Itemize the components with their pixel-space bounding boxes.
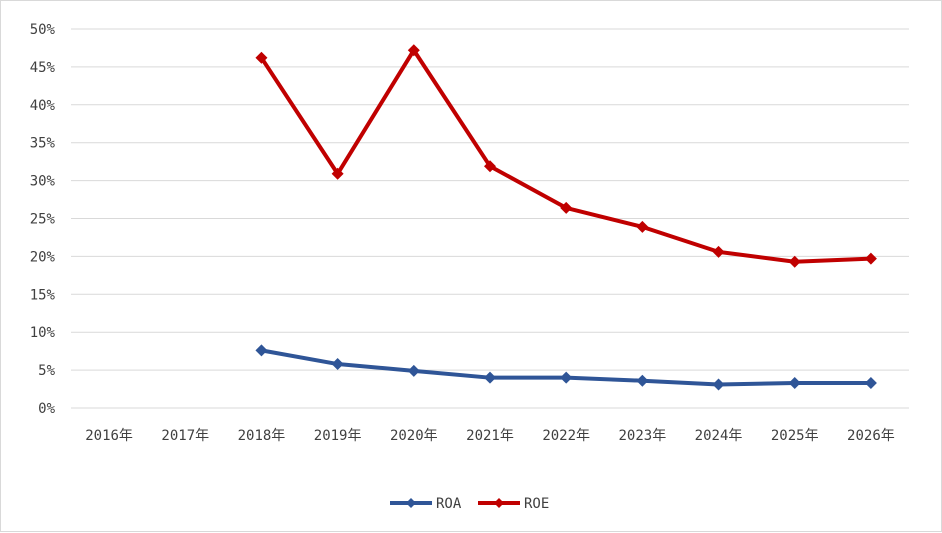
series-group: [255, 44, 877, 391]
y-tick-label: 30%: [30, 174, 56, 190]
roa-point: [712, 378, 725, 391]
y-tick-label: 35%: [30, 136, 56, 152]
x-tick-label: 2018年: [238, 428, 286, 444]
y-tick-label: 25%: [30, 212, 56, 228]
x-tick-label: 2025年: [771, 428, 819, 444]
x-tick-label: 2019年: [314, 428, 362, 444]
roe-point: [484, 160, 496, 173]
roa-point: [484, 371, 496, 384]
roa-point: [407, 364, 420, 377]
x-tick-label: 2020年: [390, 428, 438, 444]
series-roa: [255, 344, 877, 391]
legend-marker-roe: [494, 498, 504, 508]
legend-label-roe: ROE: [524, 496, 549, 512]
roa-point: [864, 376, 877, 389]
y-tick-label: 40%: [30, 98, 56, 114]
series-roe: [255, 44, 877, 268]
roe-point: [255, 51, 268, 64]
y-tick-label: 5%: [38, 363, 55, 379]
legend-item-roa: ROA: [390, 496, 462, 512]
y-tick-label: 10%: [30, 325, 56, 341]
roe-point: [560, 201, 573, 214]
legend: ROA ROE: [390, 496, 549, 512]
x-tick-label: 2021年: [466, 428, 514, 444]
roa-point: [255, 344, 268, 357]
legend-item-roe: ROE: [478, 496, 549, 512]
roe-point: [864, 252, 877, 265]
legend-marker-roa: [406, 498, 416, 508]
roe-point: [331, 167, 344, 180]
y-tick-label: 20%: [30, 249, 56, 265]
roa-point: [331, 358, 344, 371]
y-tick-label: 45%: [30, 60, 56, 76]
x-tick-label: 2016年: [85, 428, 133, 444]
x-tick-label: 2026年: [847, 428, 895, 444]
y-tick-label: 0%: [38, 401, 55, 417]
x-axis: 2016年 2017年 2018年 2019年 2020年 2021年 2022年 2023年…: [71, 407, 909, 444]
roe-point: [712, 245, 725, 258]
roa-point: [560, 371, 573, 384]
roe-line: [259, 48, 873, 264]
roe-point: [407, 44, 420, 57]
roe-point: [636, 220, 649, 233]
x-tick-label: 2023年: [619, 428, 667, 444]
legend-label-roa: ROA: [436, 496, 462, 512]
x-tick-label: 2024年: [695, 428, 743, 444]
roa-point: [788, 376, 801, 389]
y-tick-label: 50%: [30, 22, 56, 38]
x-tick-label: 2022年: [542, 428, 590, 444]
roa-point: [636, 374, 649, 387]
roe-point: [788, 255, 801, 268]
gridlines: [71, 28, 909, 409]
y-tick-label: 15%: [30, 287, 56, 303]
x-tick-label: 2017年: [161, 428, 209, 444]
y-axis: 0% 5% 10% 15% 20% 25% 30% 35% 40% 45% 50%: [30, 22, 56, 417]
